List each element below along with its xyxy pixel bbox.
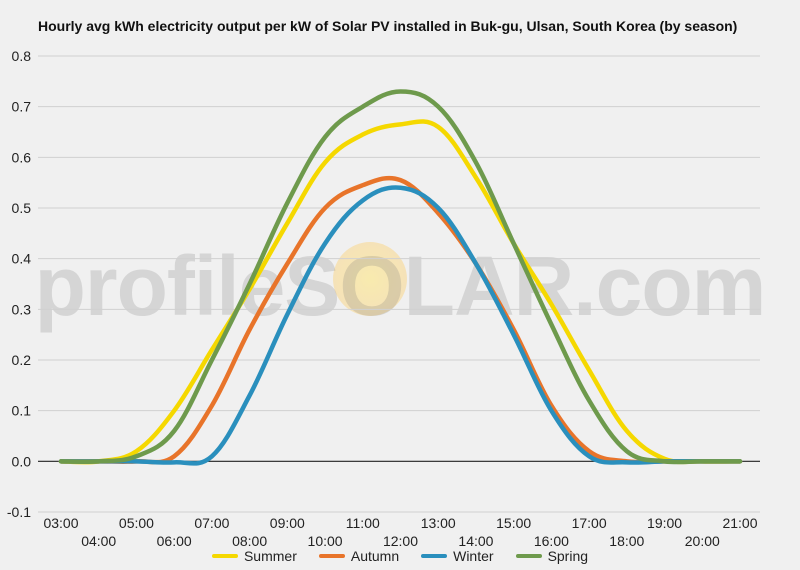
x-tick-label: 09:00 <box>270 515 305 531</box>
x-tick-label: 10:00 <box>308 533 343 549</box>
legend-label: Winter <box>453 548 494 564</box>
series-line-summer <box>58 119 743 465</box>
watermark-sun-icon <box>333 242 407 316</box>
watermark: profileSOLAR.com <box>34 239 767 333</box>
y-tick-label: -0.1 <box>7 504 31 520</box>
y-tick-label: 0.2 <box>12 352 32 368</box>
x-tick-label: 16:00 <box>534 533 569 549</box>
x-tick-label: 05:00 <box>119 515 154 531</box>
legend-item-autumn: Autumn <box>318 548 400 564</box>
legend-item-winter: Winter <box>421 548 494 564</box>
x-tick-label: 03:00 <box>43 515 78 531</box>
y-tick-label: 0.3 <box>12 301 32 317</box>
x-tick-label: 17:00 <box>572 515 607 531</box>
x-tick-label: 20:00 <box>685 533 720 549</box>
legend-swatch <box>318 554 345 558</box>
series-lines <box>58 89 743 466</box>
x-tick-label: 21:00 <box>722 515 757 531</box>
x-tick-label: 19:00 <box>647 515 682 531</box>
series-line-autumn <box>58 175 743 465</box>
x-tick-label: 06:00 <box>157 533 192 549</box>
x-tick-label: 11:00 <box>346 515 380 531</box>
x-tick-label: 14:00 <box>458 533 493 549</box>
legend-label: Spring <box>547 548 589 564</box>
legend-label: Summer <box>243 548 297 564</box>
y-axis-ticks: -0.1 0.0 0.1 0.2 0.3 0.4 0.5 0.6 0.7 0.8 <box>7 48 31 520</box>
legend-item-summer: Summer <box>211 548 297 564</box>
legend: Summer Autumn Winter Spring <box>0 548 800 564</box>
x-tick-label: 07:00 <box>194 515 229 531</box>
y-tick-label: 0.8 <box>12 48 32 64</box>
grid-lines <box>38 55 760 513</box>
y-tick-label: 0.5 <box>12 200 32 216</box>
x-tick-label: 08:00 <box>232 533 267 549</box>
x-tick-label: 12:00 <box>383 533 418 549</box>
series-line-spring <box>58 89 743 465</box>
y-tick-label: 0.1 <box>12 403 32 419</box>
legend-swatch <box>515 554 542 558</box>
y-tick-label: 0.0 <box>12 453 32 469</box>
x-tick-label: 18:00 <box>609 533 644 549</box>
series-line-winter <box>58 185 743 466</box>
x-tick-label: 13:00 <box>421 515 456 531</box>
legend-item-spring: Spring <box>515 548 589 564</box>
chart-title: Hourly avg kWh electricity output per kW… <box>38 18 738 34</box>
legend-label: Autumn <box>350 548 400 564</box>
x-tick-label: 15:00 <box>496 515 531 531</box>
legend-swatch <box>421 554 448 558</box>
x-axis-ticks: 03:0004:0005:0006:0007:0008:0009:0010:00… <box>43 515 757 549</box>
y-tick-label: 0.6 <box>12 149 32 165</box>
y-tick-label: 0.7 <box>12 99 32 115</box>
x-tick-label: 04:00 <box>81 533 116 549</box>
y-tick-label: 0.4 <box>12 251 32 267</box>
legend-swatch <box>211 554 238 558</box>
